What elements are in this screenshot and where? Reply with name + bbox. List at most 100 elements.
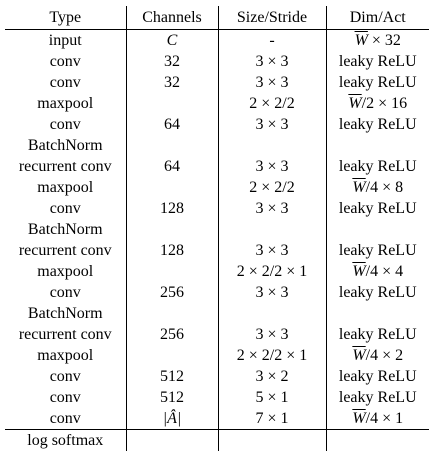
cell-size: 5 × 1 xyxy=(217,387,327,408)
cell-type: maxpool xyxy=(5,177,127,198)
cell-type: maxpool xyxy=(5,261,127,282)
table-row: BatchNorm xyxy=(5,303,429,324)
table-row: conv |Â| 7 × 1 W/4 × 1 xyxy=(5,408,429,430)
cell-size xyxy=(217,429,327,451)
cell-channels: 32 xyxy=(125,51,219,72)
cell-size: 3 × 3 xyxy=(217,198,327,219)
cell-dim: leaky ReLU xyxy=(325,324,429,345)
cell-size xyxy=(217,219,327,240)
cell-channels: C xyxy=(125,29,219,51)
cell-type: BatchNorm xyxy=(5,219,127,240)
cell-size: 7 × 1 xyxy=(217,408,327,430)
cell-channels xyxy=(125,93,219,114)
cell-type: conv xyxy=(5,408,127,430)
cell-channels xyxy=(125,429,219,451)
cell-dim xyxy=(325,219,429,240)
table-row: recurrent conv 64 3 × 3 leaky ReLU xyxy=(5,156,429,177)
cell-channels xyxy=(125,177,219,198)
table-row: conv 512 3 × 2 leaky ReLU xyxy=(5,366,429,387)
header-size-stride: Size/Stride xyxy=(217,6,327,30)
cell-type: recurrent conv xyxy=(5,324,127,345)
cell-channels xyxy=(125,135,219,156)
cell-channels: 32 xyxy=(125,72,219,93)
cell-size: 2 × 2/2 × 1 xyxy=(217,261,327,282)
cell-type: conv xyxy=(5,282,127,303)
cell-type: maxpool xyxy=(5,345,127,366)
cell-dim: W/4 × 8 xyxy=(325,177,429,198)
cell-dim xyxy=(325,135,429,156)
cell-type: recurrent conv xyxy=(5,156,127,177)
cell-type: input xyxy=(5,29,127,51)
cell-size: 3 × 2 xyxy=(217,366,327,387)
cell-type: conv xyxy=(5,387,127,408)
cell-dim: W/4 × 2 xyxy=(325,345,429,366)
header-type: Type xyxy=(5,6,127,30)
cell-size: 2 × 2/2 xyxy=(217,177,327,198)
cell-size: 3 × 3 xyxy=(217,324,327,345)
cell-dim: leaky ReLU xyxy=(325,72,429,93)
table-row: log softmax xyxy=(5,429,429,451)
table-body: input C - W × 32 conv 32 3 × 3 leaky ReL… xyxy=(5,29,429,451)
cell-dim: W/2 × 16 xyxy=(325,93,429,114)
cell-dim: leaky ReLU xyxy=(325,282,429,303)
cell-size: 2 × 2/2 xyxy=(217,93,327,114)
cell-dim: W × 32 xyxy=(325,29,429,51)
cell-channels: 256 xyxy=(125,324,219,345)
table-row: maxpool 2 × 2/2 × 1 W/4 × 4 xyxy=(5,261,429,282)
cell-channels: 512 xyxy=(125,387,219,408)
cell-type: conv xyxy=(5,72,127,93)
cell-size: 3 × 3 xyxy=(217,72,327,93)
cell-dim: leaky ReLU xyxy=(325,156,429,177)
table-row: conv 256 3 × 3 leaky ReLU xyxy=(5,282,429,303)
cell-type: log softmax xyxy=(5,429,127,451)
cell-dim xyxy=(325,429,429,451)
cell-dim: leaky ReLU xyxy=(325,114,429,135)
cell-dim: leaky ReLU xyxy=(325,387,429,408)
table-row: maxpool 2 × 2/2 W/2 × 16 xyxy=(5,93,429,114)
cell-channels: |Â| xyxy=(125,408,219,430)
table-row: recurrent conv 256 3 × 3 leaky ReLU xyxy=(5,324,429,345)
cell-type: conv xyxy=(5,366,127,387)
cell-size: 2 × 2/2 × 1 xyxy=(217,345,327,366)
cell-dim xyxy=(325,303,429,324)
cell-channels: 64 xyxy=(125,156,219,177)
cell-dim: leaky ReLU xyxy=(325,198,429,219)
cell-size: 3 × 3 xyxy=(217,51,327,72)
cell-channels: 128 xyxy=(125,240,219,261)
cell-type: conv xyxy=(5,198,127,219)
cell-type: maxpool xyxy=(5,93,127,114)
architecture-table: Type Channels Size/Stride Dim/Act input … xyxy=(5,6,429,451)
cell-channels xyxy=(125,345,219,366)
cell-size xyxy=(217,135,327,156)
header-channels: Channels xyxy=(125,6,219,30)
table-row: conv 32 3 × 3 leaky ReLU xyxy=(5,72,429,93)
cell-channels: 256 xyxy=(125,282,219,303)
table-row: recurrent conv 128 3 × 3 leaky ReLU xyxy=(5,240,429,261)
cell-dim: leaky ReLU xyxy=(325,366,429,387)
table-row: BatchNorm xyxy=(5,219,429,240)
table-row: maxpool 2 × 2/2 × 1 W/4 × 2 xyxy=(5,345,429,366)
table-row: maxpool 2 × 2/2 W/4 × 8 xyxy=(5,177,429,198)
cell-type: conv xyxy=(5,114,127,135)
header-dim-act: Dim/Act xyxy=(325,6,429,30)
cell-type: BatchNorm xyxy=(5,303,127,324)
cell-type: conv xyxy=(5,51,127,72)
cell-channels: 64 xyxy=(125,114,219,135)
table-row: conv 64 3 × 3 leaky ReLU xyxy=(5,114,429,135)
cell-channels xyxy=(125,303,219,324)
cell-size: 3 × 3 xyxy=(217,282,327,303)
table-row: conv 512 5 × 1 leaky ReLU xyxy=(5,387,429,408)
table-row: input C - W × 32 xyxy=(5,29,429,51)
cell-type: BatchNorm xyxy=(5,135,127,156)
cell-dim: leaky ReLU xyxy=(325,51,429,72)
cell-channels xyxy=(125,219,219,240)
cell-dim: W/4 × 4 xyxy=(325,261,429,282)
cell-channels xyxy=(125,261,219,282)
table-row: BatchNorm xyxy=(5,135,429,156)
table-row: conv 128 3 × 3 leaky ReLU xyxy=(5,198,429,219)
cell-size: 3 × 3 xyxy=(217,156,327,177)
cell-size: 3 × 3 xyxy=(217,240,327,261)
cell-size: - xyxy=(217,29,327,51)
table-row: conv 32 3 × 3 leaky ReLU xyxy=(5,51,429,72)
